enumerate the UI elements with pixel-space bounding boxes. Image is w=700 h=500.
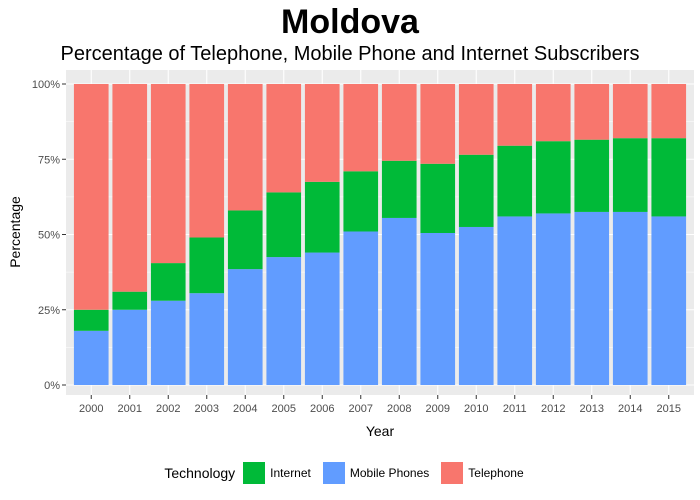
bar-segment-internet-2015 xyxy=(651,138,687,217)
bar-segment-mobile-2000 xyxy=(73,330,109,385)
bar-segment-telephone-2009 xyxy=(420,84,456,164)
bar-segment-internet-2005 xyxy=(266,192,302,258)
bars xyxy=(73,84,687,385)
bar-segment-mobile-2008 xyxy=(381,217,417,385)
y-tick-label: 0% xyxy=(44,380,60,392)
x-tick-label: 2012 xyxy=(541,403,565,415)
bar-segment-mobile-2003 xyxy=(189,293,225,385)
legend-item-internet: Internet xyxy=(243,462,311,484)
bar-segment-mobile-2002 xyxy=(150,300,186,385)
bar-segment-telephone-2010 xyxy=(458,84,494,155)
bar-segment-telephone-2006 xyxy=(304,84,340,182)
bar-segment-telephone-2012 xyxy=(535,84,571,142)
x-tick-label: 2009 xyxy=(426,403,450,415)
bar-segment-telephone-2002 xyxy=(150,84,186,264)
bar-segment-mobile-2006 xyxy=(304,252,340,385)
legend-item-telephone: Telephone xyxy=(441,462,524,484)
bar-segment-telephone-2011 xyxy=(497,84,533,146)
legend-label: Telephone xyxy=(468,466,524,480)
x-tick-label: 2003 xyxy=(195,403,219,415)
bar-segment-telephone-2000 xyxy=(73,84,109,310)
legend-label: Mobile Phones xyxy=(349,466,430,480)
x-tick-label: 2006 xyxy=(310,403,334,415)
bar-segment-internet-2007 xyxy=(343,171,379,232)
bar-segment-mobile-2012 xyxy=(535,213,571,385)
bar-segment-mobile-2009 xyxy=(420,232,456,385)
bar-segment-internet-2009 xyxy=(420,163,456,233)
y-tick-label: 75% xyxy=(38,154,60,166)
bar-segment-mobile-2015 xyxy=(651,216,687,385)
x-tick-label: 2013 xyxy=(580,403,604,415)
bar-segment-mobile-2001 xyxy=(112,309,148,385)
bar-segment-telephone-2001 xyxy=(112,84,148,292)
legend-label: Internet xyxy=(270,466,311,480)
bar-segment-mobile-2010 xyxy=(458,226,494,385)
bar-segment-internet-2006 xyxy=(304,181,340,253)
x-tick-label: 2001 xyxy=(118,403,142,415)
x-tick-label: 2005 xyxy=(272,403,296,415)
legend-item-mobile: Mobile Phones xyxy=(322,462,430,484)
x-tick-label: 2010 xyxy=(464,403,488,415)
bar-segment-telephone-2008 xyxy=(381,84,417,161)
x-tick-label: 2014 xyxy=(618,403,642,415)
bar-segment-mobile-2007 xyxy=(343,231,379,385)
x-tick-label: 2007 xyxy=(349,403,373,415)
bar-segment-internet-2001 xyxy=(112,291,148,310)
x-tick-label: 2004 xyxy=(233,403,257,415)
y-axis-title: Percentage xyxy=(7,196,23,268)
x-tick-label: 2002 xyxy=(156,403,180,415)
legend: Technology Internet Mobile Phones Telephon… xyxy=(0,458,700,488)
bar-segment-mobile-2011 xyxy=(497,216,533,385)
bar-segment-internet-2002 xyxy=(150,263,186,301)
y-tick-label: 100% xyxy=(32,79,60,91)
bar-segment-telephone-2007 xyxy=(343,84,379,172)
bar-segment-internet-2003 xyxy=(189,237,225,294)
y-tick-label: 25% xyxy=(38,305,60,317)
bar-segment-mobile-2014 xyxy=(612,211,648,385)
bar-segment-telephone-2005 xyxy=(266,84,302,193)
chart-title: Moldova xyxy=(281,3,419,41)
x-axis-title: Year xyxy=(366,423,395,439)
axis-ticks: 0% 25% 50% 75% 100% 2000 2001 2002 2003 2004 2005 2… xyxy=(32,79,681,415)
legend-swatch xyxy=(322,462,345,484)
bar-segment-telephone-2015 xyxy=(651,84,687,139)
bar-segment-telephone-2004 xyxy=(227,84,263,211)
chart-subtitle: Percentage of Telephone, Mobile Phone an… xyxy=(60,43,640,65)
bar-segment-telephone-2003 xyxy=(189,84,225,238)
bar-segment-internet-2013 xyxy=(574,139,610,212)
bar-segment-internet-2004 xyxy=(227,210,263,270)
bar-segment-internet-2012 xyxy=(535,141,571,214)
bar-segment-internet-2014 xyxy=(612,138,648,212)
legend-swatch xyxy=(243,462,266,484)
bar-segment-internet-2010 xyxy=(458,154,494,227)
x-tick-label: 2000 xyxy=(79,403,103,415)
bar-segment-mobile-2005 xyxy=(266,257,302,385)
bar-segment-telephone-2013 xyxy=(574,84,610,140)
legend-items: Internet Mobile Phones Telephone xyxy=(243,462,535,484)
bar-segment-telephone-2014 xyxy=(612,84,648,139)
bar-segment-internet-2011 xyxy=(497,145,533,217)
legend-swatch xyxy=(441,462,464,484)
y-tick-label: 50% xyxy=(38,230,60,242)
bar-segment-internet-2008 xyxy=(381,160,417,218)
bar-segment-internet-2000 xyxy=(73,309,109,331)
bar-segment-mobile-2013 xyxy=(574,211,610,385)
x-tick-label: 2015 xyxy=(657,403,681,415)
legend-title: Technology xyxy=(164,465,236,481)
bar-segment-mobile-2004 xyxy=(227,269,263,385)
x-tick-label: 2008 xyxy=(387,403,411,415)
x-tick-label: 2011 xyxy=(503,403,527,415)
